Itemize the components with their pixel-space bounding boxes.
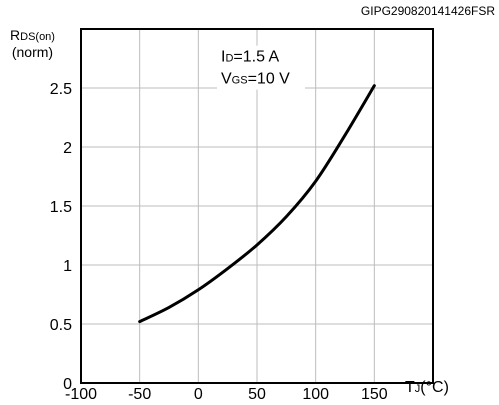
y-axis-label-sub: DS(on) — [20, 31, 55, 43]
x-tick-label-4: 100 — [302, 386, 329, 403]
y-axis-label-main: R — [10, 27, 21, 43]
series-line-0 — [138, 84, 376, 324]
annotation-box — [217, 45, 305, 90]
x-tick-label-1: -50 — [128, 386, 151, 403]
annotation-1: VGS=10 V — [221, 71, 290, 88]
figure-code: GIPG290820141426FSR — [360, 4, 495, 18]
y-axis-label: RDS(on) (norm) — [10, 28, 55, 60]
y-tick-label-0: 0 — [63, 376, 72, 393]
y-tick-label-1: 0.5 — [50, 317, 72, 334]
y-tick-label-2: 1 — [63, 258, 72, 275]
plot-frame — [80, 28, 434, 384]
x-tick-label-2: 0 — [194, 386, 203, 403]
y-tick-label-5: 2.5 — [50, 81, 72, 98]
x-tick-label-0: -100 — [65, 386, 97, 403]
x-tick-label-3: 50 — [248, 386, 266, 403]
x-tick-label-5: 150 — [361, 386, 388, 403]
y-tick-label-4: 2 — [63, 140, 72, 157]
y-axis-label-unit: (norm) — [11, 44, 54, 60]
annotation-0: ID=1.5 A — [221, 49, 280, 66]
x-axis-label-main: T — [405, 379, 415, 396]
y-tick-label-3: 1.5 — [50, 199, 72, 216]
x-axis-label-sub: J — [414, 383, 421, 395]
